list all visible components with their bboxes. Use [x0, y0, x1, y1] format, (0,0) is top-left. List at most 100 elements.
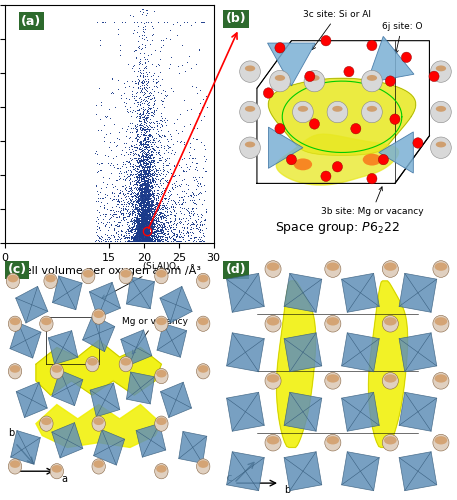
- Point: [159, 218, 167, 226]
- Point: [131, 191, 138, 199]
- Point: [134, 136, 142, 143]
- Point: [122, 163, 129, 171]
- Point: [168, 232, 175, 239]
- Point: [144, 200, 151, 208]
- Point: [153, 210, 160, 218]
- Point: [139, 221, 146, 229]
- Point: [139, 152, 147, 160]
- Point: [185, 231, 192, 239]
- Point: [143, 226, 150, 234]
- Point: [136, 210, 143, 218]
- Point: [142, 192, 149, 200]
- Point: [142, 237, 149, 245]
- Point: [138, 34, 145, 42]
- Point: [146, 205, 154, 213]
- Point: [148, 234, 155, 241]
- Point: [145, 178, 152, 186]
- Point: [145, 236, 152, 244]
- Point: [160, 230, 167, 238]
- Point: [139, 175, 146, 183]
- Point: [140, 230, 147, 238]
- Point: [135, 211, 143, 219]
- Point: [142, 143, 149, 151]
- Point: [133, 230, 140, 237]
- Point: [116, 189, 123, 197]
- Ellipse shape: [435, 436, 447, 444]
- Point: [129, 200, 137, 208]
- Point: [139, 212, 147, 220]
- Point: [144, 222, 152, 230]
- Point: [157, 202, 164, 209]
- Point: [189, 198, 197, 206]
- Point: [142, 202, 149, 209]
- Point: [141, 230, 148, 237]
- Circle shape: [265, 372, 281, 389]
- Point: [157, 120, 164, 128]
- Point: [141, 228, 149, 236]
- Point: [142, 219, 149, 227]
- Point: [146, 178, 154, 186]
- Point: [133, 181, 141, 189]
- Point: [134, 232, 141, 240]
- Point: [142, 142, 149, 150]
- Point: [143, 202, 150, 210]
- Point: [135, 198, 143, 206]
- Point: [133, 218, 140, 226]
- Point: [140, 226, 147, 234]
- Point: [130, 225, 138, 233]
- Point: [131, 233, 138, 241]
- Point: [136, 235, 143, 243]
- Circle shape: [385, 76, 395, 86]
- Point: [138, 194, 146, 202]
- Point: [188, 234, 195, 241]
- Point: [128, 194, 136, 202]
- Point: [140, 237, 148, 245]
- Point: [135, 219, 142, 227]
- Point: [136, 228, 143, 236]
- Point: [136, 237, 143, 245]
- Point: [146, 183, 153, 191]
- Point: [186, 214, 193, 222]
- Point: [140, 232, 147, 240]
- Point: [129, 170, 137, 178]
- Point: [136, 182, 143, 190]
- Point: [128, 198, 136, 206]
- Point: [136, 216, 143, 224]
- Point: [145, 214, 152, 222]
- Point: [138, 225, 146, 233]
- Point: [157, 88, 165, 96]
- Point: [172, 232, 180, 240]
- Point: [144, 234, 152, 241]
- Point: [137, 232, 144, 240]
- Point: [125, 176, 132, 184]
- Point: [138, 214, 145, 222]
- Point: [143, 76, 150, 84]
- Point: [138, 162, 145, 170]
- Point: [143, 222, 151, 230]
- Point: [141, 218, 148, 226]
- Point: [141, 152, 148, 160]
- Point: [133, 213, 140, 221]
- Point: [148, 138, 155, 146]
- Point: [149, 178, 157, 186]
- Point: [143, 228, 150, 235]
- Point: [167, 170, 175, 177]
- Point: [143, 198, 150, 206]
- Point: [157, 196, 165, 203]
- Point: [141, 223, 149, 231]
- Point: [195, 227, 202, 235]
- Point: [143, 198, 150, 205]
- Point: [112, 210, 119, 218]
- Point: [145, 228, 153, 236]
- Point: [140, 222, 148, 230]
- Point: [150, 215, 157, 223]
- Point: [142, 210, 149, 218]
- Point: [161, 211, 169, 219]
- Polygon shape: [36, 340, 161, 395]
- Point: [107, 160, 115, 168]
- Point: [143, 236, 150, 244]
- Point: [142, 162, 149, 170]
- Point: [138, 166, 145, 174]
- Ellipse shape: [198, 318, 208, 325]
- Text: 3b site: Mg or vacancy: 3b site: Mg or vacancy: [321, 187, 423, 216]
